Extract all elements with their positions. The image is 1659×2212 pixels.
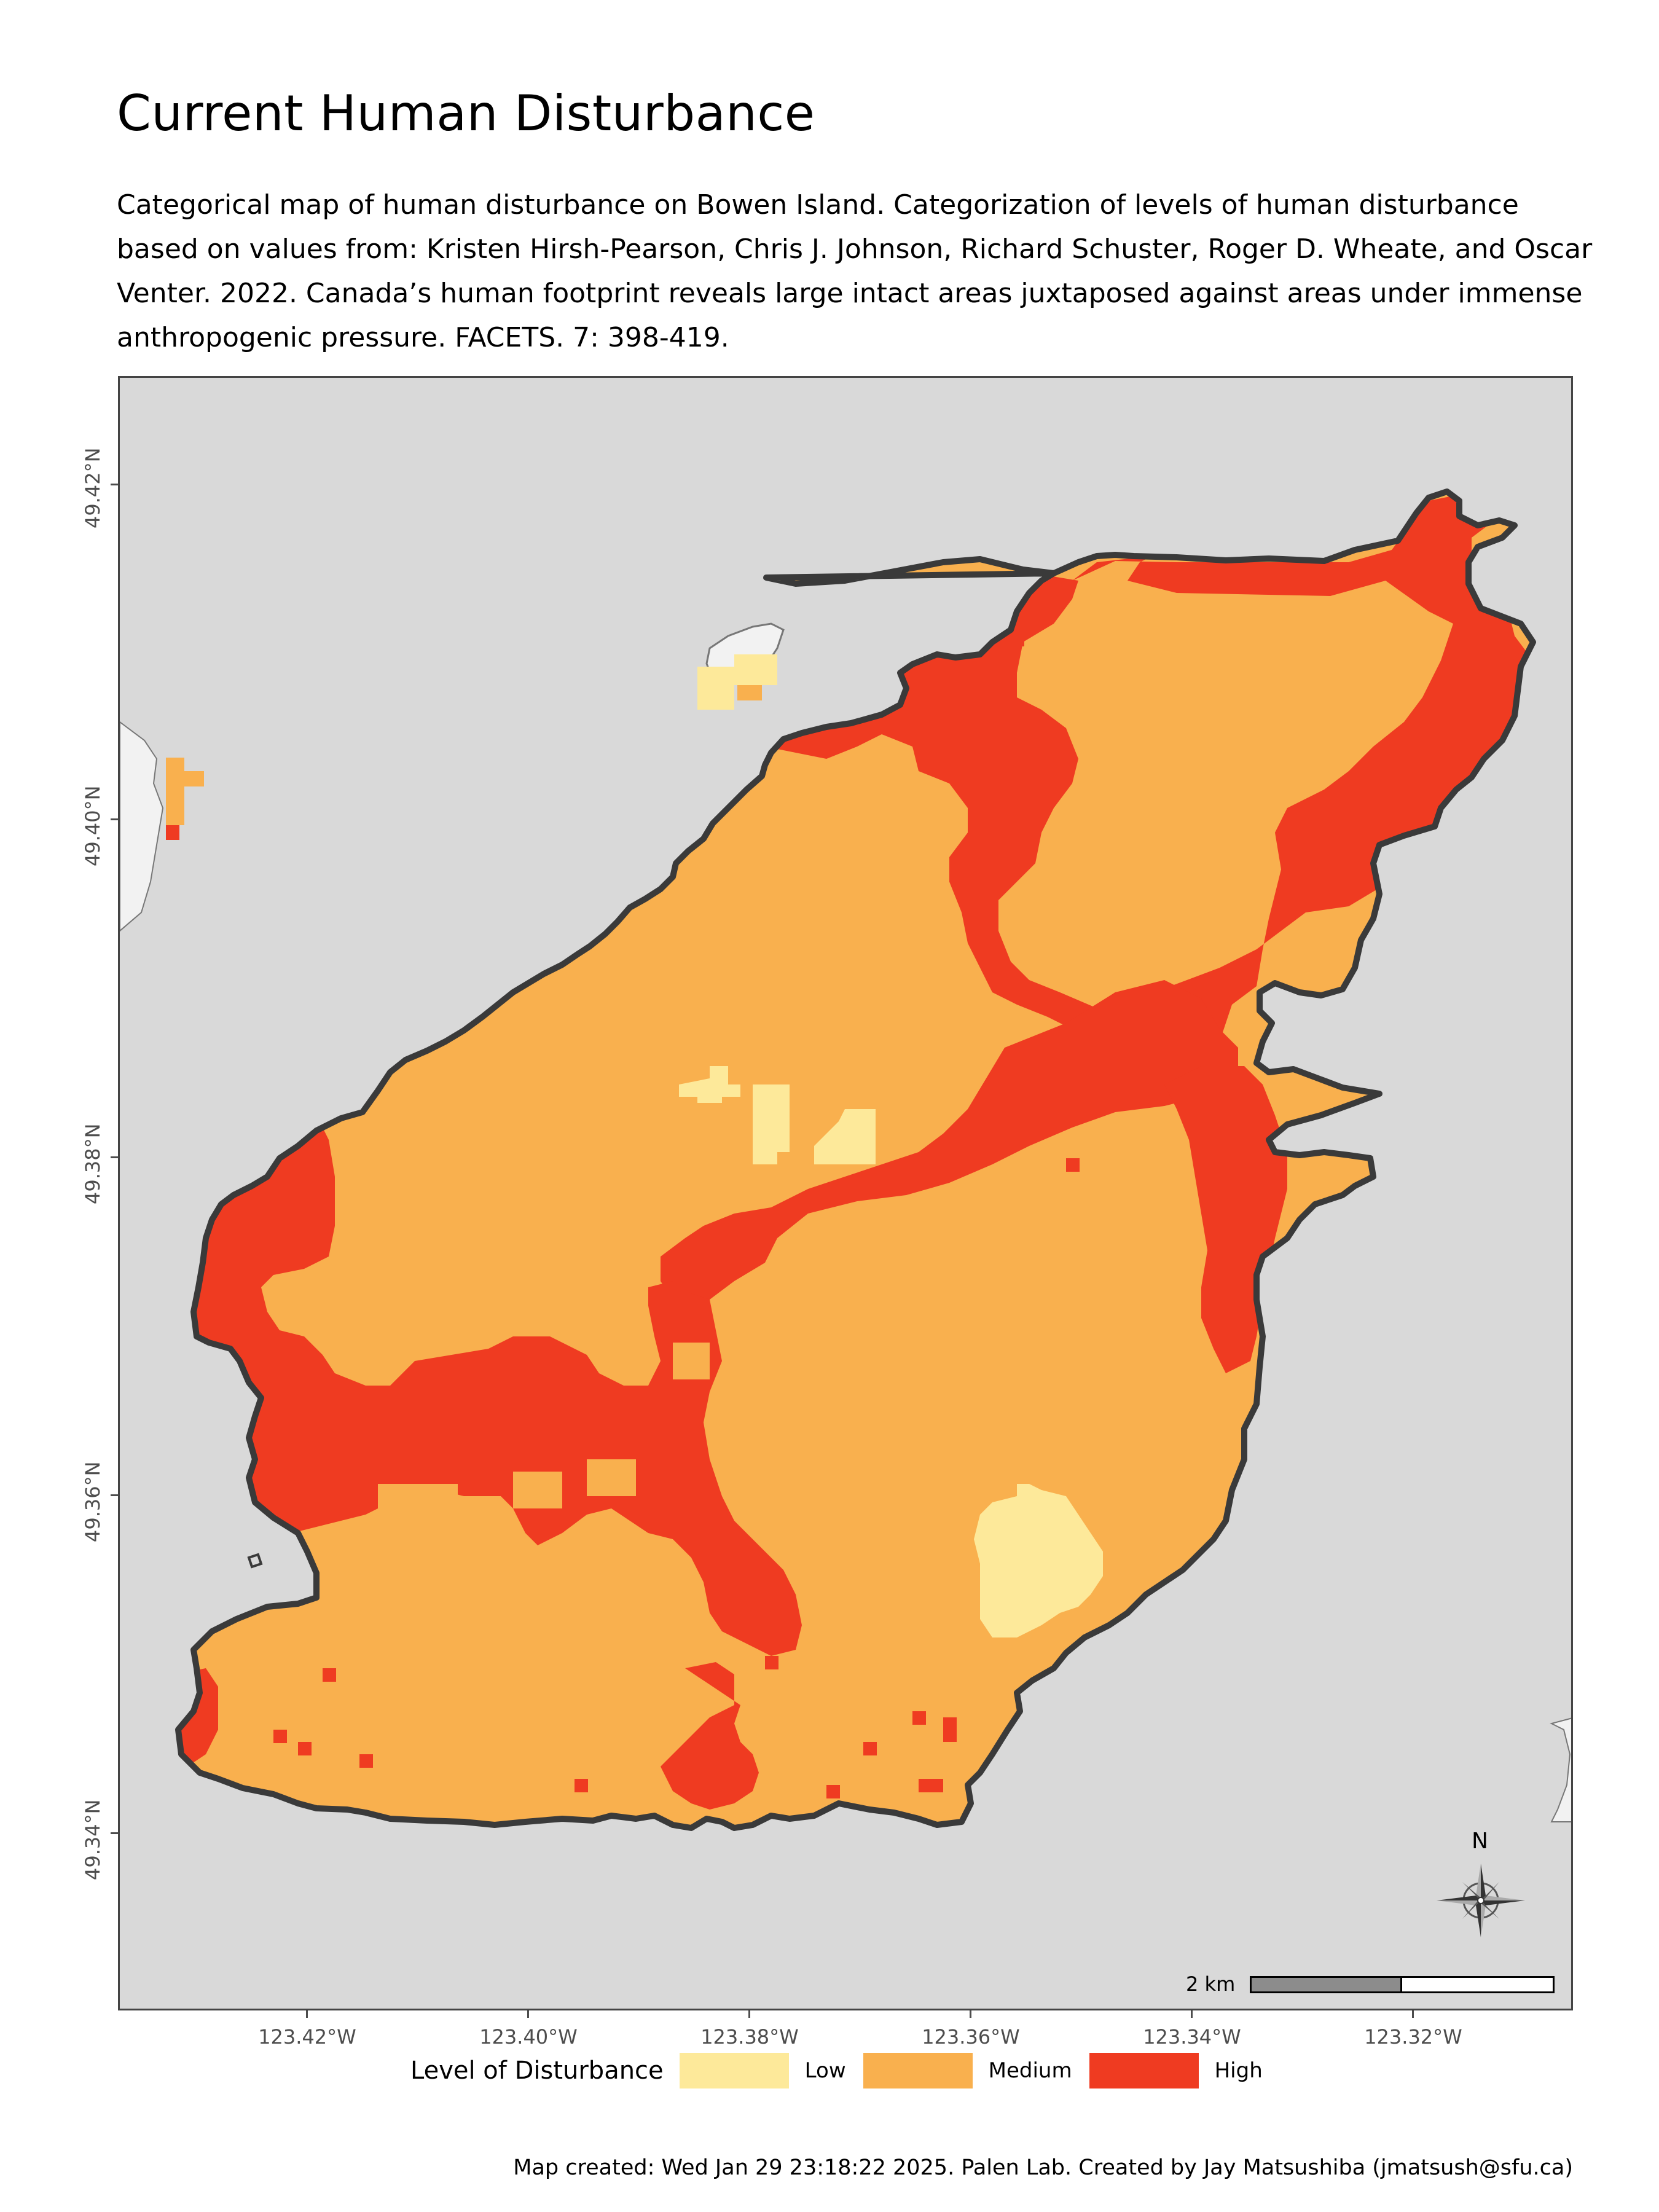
medium-cell [366,1527,402,1551]
low-area-central-3 [814,1109,876,1164]
high-cell [863,1742,877,1755]
map-title: Current Human Disturbance [117,85,815,142]
y-tick [111,1156,118,1158]
x-axis-label: 123.40°W [479,2025,578,2049]
legend-item-high: High [1089,2053,1263,2088]
x-tick [1412,2010,1414,2018]
high-cell [919,1779,943,1792]
high-cell [1066,1158,1080,1172]
map-canvas [120,378,1571,2010]
small-rock [247,1553,263,1569]
y-axis-label: 49.42°N [81,447,104,528]
medium-cell [765,998,802,1029]
high-area-central-band [661,980,1238,1306]
legend-swatch-high [1089,2053,1199,2088]
high-area-west-coast [187,1115,802,1656]
y-axis-label: 49.34°N [81,1799,104,1880]
x-tick [970,2010,971,2018]
islet-low-patch-2 [697,667,734,710]
x-axis-label: 123.34°W [1143,2025,1241,2049]
x-axis-label: 123.42°W [258,2025,356,2049]
legend-label-medium: Medium [988,2058,1072,2083]
medium-cell [587,1459,636,1496]
high-area-south [661,1662,759,1810]
high-area-north [722,575,1103,1029]
x-tick [748,2010,750,2018]
high-cell [765,1656,779,1669]
legend-swatch-low [679,2053,789,2088]
x-tick [306,2010,308,2018]
medium-cell [673,1343,710,1379]
map-subtitle: Categorical map of human disturbance on … [117,189,1593,353]
high-cell [912,1711,926,1725]
medium-cell [378,1484,458,1508]
y-tick [111,484,118,485]
legend-item-low: Low [679,2053,846,2088]
east-islet-landmass [1550,1717,1571,1822]
islet-medium-patch [737,685,762,700]
map-caption: Map created: Wed Jan 29 23:18:22 2025. P… [513,2155,1573,2180]
scalebar-segment-light [1402,1978,1553,1991]
west-high-patch [166,825,179,840]
west-medium-patch-2 [184,771,204,786]
legend-label-high: High [1214,2058,1263,2083]
y-axis-label: 49.40°N [81,785,104,866]
high-cell [359,1754,373,1768]
high-cell [298,1742,312,1755]
medium-cell [513,1472,562,1508]
scalebar-segment-dark [1252,1978,1402,1991]
disturbance-raster [178,492,1533,1828]
islet-low-patch [734,654,777,685]
y-tick [111,1832,118,1834]
x-axis-label: 123.38°W [700,2025,799,2049]
legend-swatch-medium [863,2053,973,2088]
legend: Level of Disturbance Low Medium High [410,2051,1280,2090]
high-cell [826,1785,840,1798]
west-medium-patch [166,758,184,825]
legend-title: Level of Disturbance [410,2057,664,2085]
y-axis-label: 49.38°N [81,1123,104,1204]
low-area-central [679,1066,740,1103]
legend-label-low: Low [804,2058,846,2083]
legend-item-medium: Medium [863,2053,1072,2088]
scalebar [1250,1976,1555,1993]
x-tick [1191,2010,1193,2018]
x-axis-label: 123.36°W [922,2025,1020,2049]
y-tick [111,818,118,820]
compass-rose-icon [1437,1864,1525,1937]
map-panel [118,376,1573,2010]
north-label: N [1472,1829,1488,1854]
high-cell [273,1730,287,1743]
high-cell [1011,633,1024,646]
y-axis-label: 49.36°N [81,1461,104,1542]
x-tick [527,2010,529,2018]
mainland-west-landmass [120,721,164,932]
low-area-southeast [974,1484,1103,1637]
scalebar-label: 2 km [1186,1972,1236,1996]
high-cell [1091,1785,1104,1798]
high-cell [323,1668,336,1682]
y-tick [111,1494,118,1496]
high-cell [943,1717,957,1742]
high-cell [575,1779,588,1792]
low-area-central-2 [753,1084,790,1164]
x-axis-label: 123.32°W [1364,2025,1462,2049]
